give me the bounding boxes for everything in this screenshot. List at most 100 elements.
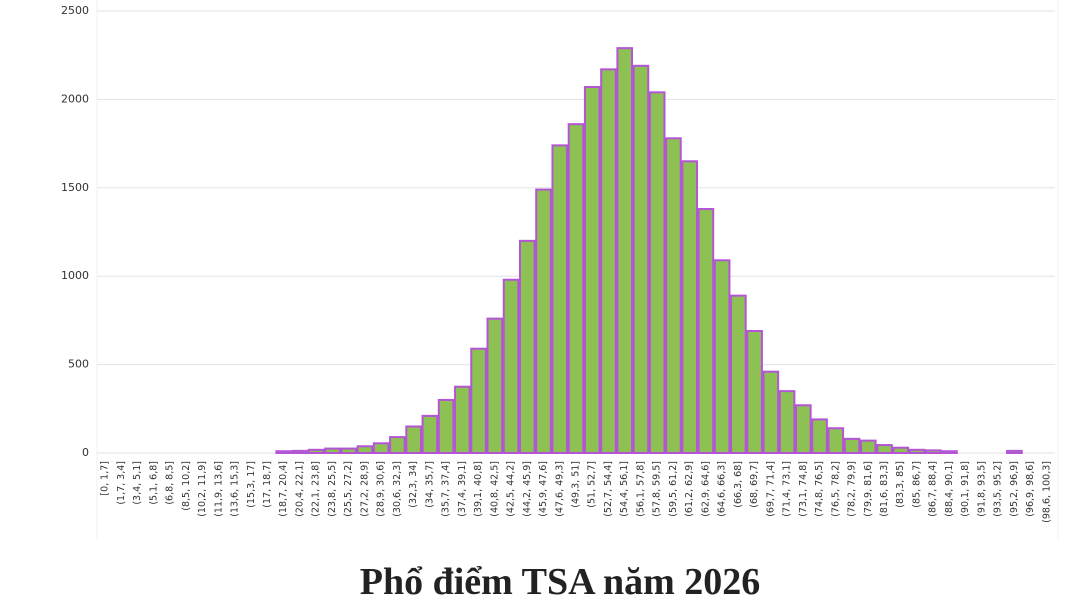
- x-tick-label: (76,5, 78,2]: [830, 461, 841, 517]
- x-tick-label: (37,4, 39,1]: [457, 461, 468, 517]
- x-tick-label: (1,7, 3,4]: [116, 461, 127, 505]
- x-tick-label: (32,3, 34]: [408, 461, 419, 508]
- x-tick-label: (6,8, 8,5]: [165, 461, 176, 505]
- y-tick-label: 0: [82, 446, 89, 459]
- x-tick-label: (27,2, 28,9]: [359, 461, 370, 517]
- x-tick-label: (23,8, 25,5]: [327, 461, 338, 517]
- bar: [648, 91, 666, 454]
- y-tick-label: 500: [68, 358, 89, 371]
- bar: [275, 450, 293, 454]
- bar: [372, 442, 390, 455]
- bar: [437, 398, 455, 454]
- x-tick-label: (71,4, 73,1]: [782, 461, 793, 517]
- x-tick-label: (44,2, 45,9]: [522, 461, 533, 517]
- x-tick-label: (54,4, 56,1]: [619, 461, 630, 517]
- x-tick-label: (73,1, 74,8]: [798, 461, 809, 517]
- y-tick-label: 2000: [61, 92, 89, 105]
- bar: [1006, 449, 1023, 454]
- x-tick-label: (10,2, 11,9]: [197, 461, 208, 517]
- x-tick-label: (93,5, 95,2]: [993, 461, 1004, 517]
- bar: [681, 160, 698, 454]
- bar: [843, 437, 861, 454]
- bar: [713, 259, 731, 454]
- x-tick-label: (18,7, 20,4]: [278, 461, 289, 517]
- x-tick-label: (95,2, 96,9]: [1009, 461, 1020, 517]
- x-tick-label: (98,6, 100,3]: [1041, 461, 1052, 523]
- bar: [811, 418, 828, 454]
- x-tick-label: (91,8, 93,5]: [976, 461, 987, 517]
- bar: [356, 445, 374, 454]
- bar: [389, 436, 406, 455]
- bar: [795, 404, 812, 455]
- bar: [859, 439, 877, 454]
- x-tick-label: (83,3, 85]: [895, 461, 906, 508]
- x-tick-label: (3,4, 5,1]: [132, 461, 143, 505]
- x-tick-label: (90,1, 91,8]: [960, 461, 971, 517]
- x-tick-label: (45,9, 47,6]: [538, 461, 549, 517]
- bar: [762, 370, 780, 454]
- bar: [665, 137, 682, 455]
- x-tick-label: (62,9, 64,6]: [700, 461, 711, 517]
- bar: [616, 47, 634, 455]
- x-tick-label: (59,5, 61,2]: [668, 461, 679, 517]
- bar: [486, 317, 504, 454]
- x-tick-label: (47,6, 49,3]: [554, 461, 565, 517]
- x-tick-label: (17, 18,7]: [262, 461, 273, 508]
- x-tick-label: (8,5, 10,2]: [181, 461, 192, 511]
- bar: [502, 278, 520, 454]
- x-tick-label: (78,2, 79,9]: [847, 461, 858, 517]
- x-tick-label: (22,1, 23,8]: [311, 461, 322, 517]
- bar: [567, 123, 585, 454]
- x-tick-label: (74,8, 76,5]: [814, 461, 825, 517]
- bar: [730, 294, 747, 455]
- x-tick-label: (96,9, 98,6]: [1025, 461, 1036, 517]
- x-tick-label: (35,7, 37,4]: [441, 461, 452, 517]
- x-tick-label: (13,6, 15,3]: [230, 461, 241, 517]
- bar: [324, 447, 341, 454]
- bar: [876, 444, 893, 455]
- bar: [583, 86, 601, 455]
- y-tick-label: 2500: [61, 4, 89, 17]
- x-tick-label: (69,7, 71,4]: [765, 461, 776, 517]
- chart-title: Phổ điểm TSA năm 2026: [360, 561, 760, 603]
- x-tick-label: (39,1, 40,8]: [473, 461, 484, 517]
- y-tick-label: 1000: [61, 269, 89, 282]
- x-tick-label: (88,4, 90,1]: [944, 461, 955, 517]
- x-tick-label: (30,6, 32,3]: [392, 461, 403, 517]
- bar: [551, 144, 569, 454]
- bar: [535, 188, 552, 454]
- bar: [697, 208, 715, 454]
- bar: [340, 447, 357, 454]
- bar: [778, 390, 796, 454]
- bar: [405, 425, 422, 455]
- bar: [518, 239, 536, 454]
- x-tick-label: (51, 52,7]: [587, 461, 598, 508]
- bar: [600, 68, 617, 455]
- x-tick-label: (57,8, 59,5]: [652, 461, 663, 517]
- bar: [307, 448, 325, 454]
- x-tick-label: (68, 69,7]: [749, 461, 760, 508]
- x-tick-label: (34, 35,7]: [424, 461, 435, 508]
- x-tick-label: (25,5, 27,2]: [343, 461, 354, 517]
- x-tick-label: (52,7, 54,4]: [603, 461, 614, 517]
- bar: [892, 446, 910, 455]
- x-tick-label: (20,4, 22,1]: [294, 461, 305, 517]
- x-tick-label: (56,1, 57,8]: [635, 461, 646, 517]
- y-tick-label: 1500: [61, 181, 89, 194]
- x-tick-label: (86,7, 88,4]: [928, 461, 939, 517]
- x-tick-label: (79,9, 81,6]: [863, 461, 874, 517]
- x-tick-label: (11,9, 13,6]: [213, 461, 224, 517]
- bar: [941, 450, 958, 454]
- x-tick-label: (15,3, 17]: [246, 461, 257, 508]
- bar: [908, 448, 926, 454]
- x-tick-label: [0, 1,7]: [100, 461, 111, 496]
- x-tick-label: (49,3, 51]: [571, 461, 582, 508]
- x-tick-label: (66,3, 68]: [733, 461, 744, 508]
- x-tick-label: (61,2, 62,9]: [684, 461, 695, 517]
- bar: [421, 414, 439, 455]
- x-tick-label: (28,9, 30,6]: [376, 461, 387, 517]
- bar: [827, 427, 845, 454]
- x-tick-label: (85, 86,7]: [911, 461, 922, 508]
- bar: [924, 449, 942, 454]
